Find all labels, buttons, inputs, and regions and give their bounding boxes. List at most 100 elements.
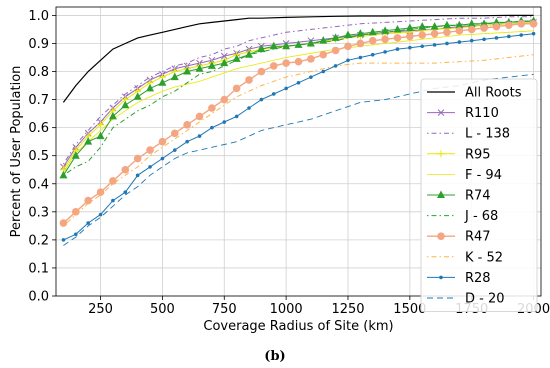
data-point-r47	[517, 20, 526, 28]
data-point-r28	[370, 52, 375, 57]
data-point-r47	[480, 24, 488, 32]
data-point-r74	[59, 170, 68, 179]
x-tick-label: 1250	[331, 302, 364, 317]
data-point-r74	[121, 100, 130, 109]
legend-item-r95: R95	[427, 147, 491, 162]
y-tick-label: 0.8	[28, 65, 49, 80]
legend-marker	[437, 190, 445, 198]
legend-label: All Roots	[465, 86, 522, 101]
data-point-r28	[333, 64, 338, 68]
data-point-r74	[393, 24, 402, 33]
data-point-r74	[405, 23, 414, 32]
data-point-r28	[346, 58, 350, 63]
series-line-j-68	[63, 20, 534, 176]
series-f-94	[63, 30, 534, 173]
data-point-r74	[282, 41, 291, 50]
data-point-r47	[393, 34, 402, 42]
data-point-r74	[158, 78, 167, 86]
data-point-r47	[84, 196, 92, 205]
data-point-r28	[148, 165, 152, 169]
data-point-r74	[207, 61, 216, 69]
data-point-r47	[307, 55, 315, 63]
data-point-r47	[232, 84, 241, 93]
data-point-r28	[519, 33, 524, 37]
data-point-r47	[418, 31, 427, 39]
data-point-r28	[98, 212, 103, 217]
data-point-r74	[418, 22, 427, 30]
x-tick-label: 1500	[393, 302, 426, 317]
x-axis-label: Coverage Radius of Site (km)	[203, 319, 393, 334]
data-point-r28	[457, 40, 462, 44]
figure-caption: (b)	[264, 349, 285, 364]
legend-item-k-52: K - 52	[427, 250, 503, 265]
data-point-r28	[482, 37, 486, 42]
legend-label: L - 138	[465, 127, 510, 142]
data-point-r74	[245, 50, 254, 58]
y-tick-label: 0.4	[28, 177, 49, 192]
data-point-r28	[123, 190, 128, 194]
data-point-r47	[245, 76, 253, 84]
y-tick-label: 0.0	[28, 290, 49, 305]
data-point-r28	[73, 232, 78, 237]
legend-label: J - 68	[464, 209, 498, 224]
data-point-r74	[343, 30, 352, 39]
series-line-f-94	[63, 30, 534, 173]
data-point-r47	[492, 22, 501, 31]
y-axis-label: Percent of User Population	[9, 66, 24, 238]
y-tick-label: 0.5	[28, 149, 49, 164]
series-j-68	[63, 20, 534, 176]
data-point-r47	[109, 177, 117, 185]
data-point-r28	[197, 134, 202, 138]
plot-frame	[55, 6, 542, 297]
y-tick-label: 0.1	[28, 261, 49, 276]
data-point-r47	[59, 219, 68, 227]
data-point-r28	[61, 238, 66, 242]
legend-item-r74: R74	[427, 189, 491, 204]
data-point-r28	[395, 47, 400, 51]
data-point-r47	[505, 21, 513, 30]
series-line-d-20	[63, 73, 534, 246]
data-point-r47	[257, 67, 266, 76]
data-point-r28	[247, 106, 251, 110]
series-r28	[61, 31, 536, 242]
data-point-r74	[232, 54, 241, 62]
data-point-r47	[71, 208, 80, 216]
y-tick-label: 0.3	[28, 205, 49, 220]
data-point-r47	[158, 137, 167, 146]
data-point-r28	[86, 221, 90, 225]
data-point-r47	[121, 165, 130, 174]
data-point-r74	[195, 64, 204, 72]
legend-label: K - 52	[465, 250, 503, 265]
x-tick-label: 1000	[270, 302, 303, 317]
data-point-r47	[455, 27, 464, 35]
data-point-r47	[331, 46, 340, 55]
data-point-r47	[443, 28, 451, 37]
data-point-r28	[420, 44, 425, 49]
data-point-r28	[494, 36, 499, 40]
legend-item-all-roots: All Roots	[427, 86, 522, 101]
data-point-r47	[133, 154, 142, 163]
data-point-r74	[269, 41, 278, 50]
x-tick-label: 750	[212, 302, 237, 317]
x-tick-label: 500	[150, 302, 175, 317]
legend-label: R74	[465, 189, 491, 204]
data-point-r28	[383, 50, 387, 54]
x-tick-label: 250	[88, 302, 113, 317]
data-point-r28	[135, 173, 140, 178]
series-d-20	[63, 73, 534, 246]
data-point-r74	[84, 137, 93, 145]
data-point-r74	[331, 33, 340, 41]
data-point-r47	[220, 95, 229, 104]
data-point-r74	[183, 67, 192, 75]
data-point-r74	[381, 26, 390, 34]
data-point-r47	[269, 62, 278, 70]
data-point-r74	[108, 111, 117, 120]
data-point-r47	[368, 36, 377, 45]
data-point-r47	[430, 29, 439, 38]
data-point-r28	[210, 125, 214, 130]
legend-box	[420, 78, 538, 313]
data-point-r74	[133, 92, 142, 100]
legend-item-r47: R47	[427, 230, 491, 245]
data-point-r74	[430, 22, 439, 30]
